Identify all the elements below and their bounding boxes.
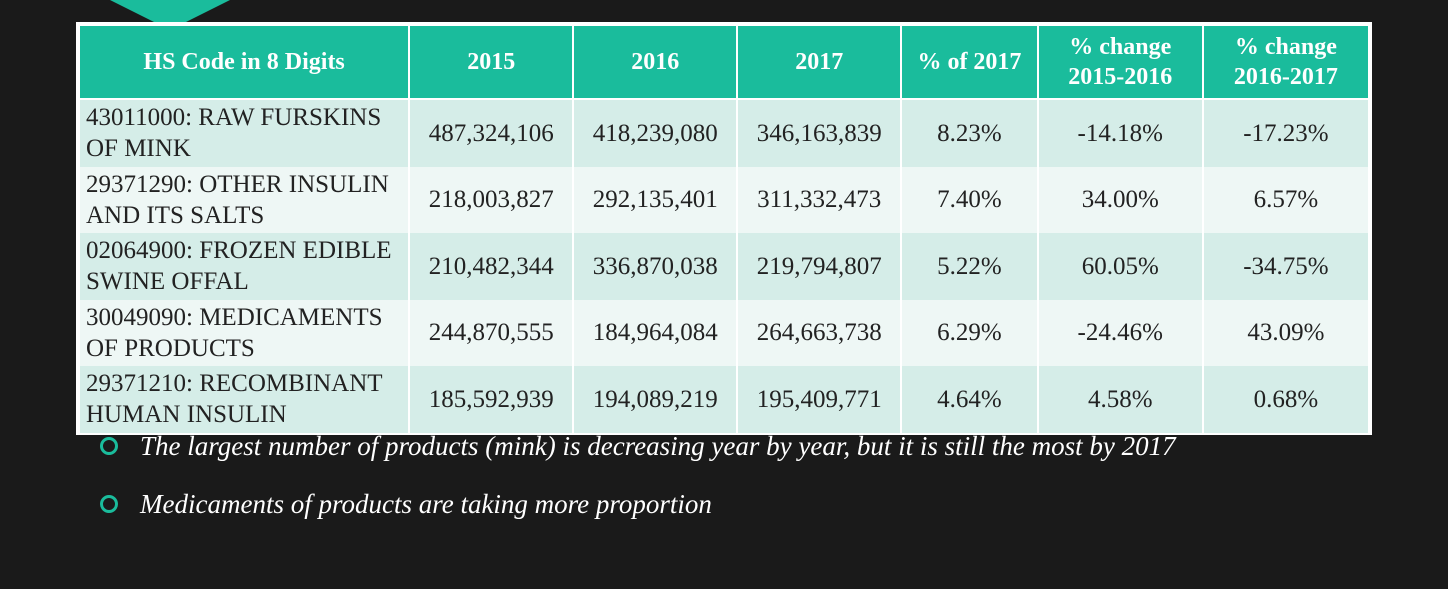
- cell-pct: 4.64%: [901, 366, 1037, 433]
- cell-pct: 6.29%: [901, 300, 1037, 367]
- col-header-2017: 2017: [737, 25, 901, 99]
- cell-pct: 5.22%: [901, 233, 1037, 300]
- table-row: 29371210: RECOMBINANT HUMAN INSULIN 185,…: [79, 366, 1369, 433]
- col-header-chg2: % change 2016-2017: [1203, 25, 1369, 99]
- bullet-circle-icon: [100, 495, 118, 513]
- table-row: 30049090: MEDICAMENTS OF PRODUCTS 244,87…: [79, 300, 1369, 367]
- hs-code-table: HS Code in 8 Digits 2015 2016 2017 % of …: [78, 24, 1370, 433]
- cell-pct: 7.40%: [901, 167, 1037, 234]
- cell-2015: 210,482,344: [409, 233, 573, 300]
- cell-2015: 487,324,106: [409, 99, 573, 167]
- table-row: 29371290: OTHER INSULIN AND ITS SALTS 21…: [79, 167, 1369, 234]
- cell-chg1: 4.58%: [1038, 366, 1203, 433]
- cell-2016: 418,239,080: [573, 99, 737, 167]
- cell-2017: 346,163,839: [737, 99, 901, 167]
- col-header-hs: HS Code in 8 Digits: [79, 25, 409, 99]
- cell-2015: 185,592,939: [409, 366, 573, 433]
- cell-2017: 195,409,771: [737, 366, 901, 433]
- cell-chg2: -34.75%: [1203, 233, 1369, 300]
- bullet-text: Medicaments of products are taking more …: [140, 486, 1360, 522]
- list-item: Medicaments of products are taking more …: [100, 486, 1360, 522]
- list-item: The largest number of products (mink) is…: [100, 428, 1360, 464]
- cell-hs: 29371290: OTHER INSULIN AND ITS SALTS: [79, 167, 409, 234]
- bullet-circle-icon: [100, 437, 118, 455]
- cell-2015: 218,003,827: [409, 167, 573, 234]
- cell-hs: 30049090: MEDICAMENTS OF PRODUCTS: [79, 300, 409, 367]
- cell-chg1: -14.18%: [1038, 99, 1203, 167]
- cell-chg2: -17.23%: [1203, 99, 1369, 167]
- cell-chg2: 6.57%: [1203, 167, 1369, 234]
- bullet-list: The largest number of products (mink) is…: [100, 428, 1360, 545]
- col-header-pct: % of 2017: [901, 25, 1037, 99]
- cell-chg2: 0.68%: [1203, 366, 1369, 433]
- col-header-chg1: % change 2015-2016: [1038, 25, 1203, 99]
- bullet-text: The largest number of products (mink) is…: [140, 428, 1360, 464]
- col-header-2016: 2016: [573, 25, 737, 99]
- cell-2015: 244,870,555: [409, 300, 573, 367]
- cell-chg1: 60.05%: [1038, 233, 1203, 300]
- data-table-container: HS Code in 8 Digits 2015 2016 2017 % of …: [76, 22, 1372, 435]
- cell-2016: 184,964,084: [573, 300, 737, 367]
- cell-chg1: 34.00%: [1038, 167, 1203, 234]
- col-header-2015: 2015: [409, 25, 573, 99]
- cell-hs: 43011000: RAW FURSKINS OF MINK: [79, 99, 409, 167]
- cell-hs: 29371210: RECOMBINANT HUMAN INSULIN: [79, 366, 409, 433]
- cell-chg1: -24.46%: [1038, 300, 1203, 367]
- cell-pct: 8.23%: [901, 99, 1037, 167]
- cell-hs: 02064900: FROZEN EDIBLE SWINE OFFAL: [79, 233, 409, 300]
- cell-2016: 194,089,219: [573, 366, 737, 433]
- cell-2017: 311,332,473: [737, 167, 901, 234]
- table-row: 43011000: RAW FURSKINS OF MINK 487,324,1…: [79, 99, 1369, 167]
- cell-2016: 292,135,401: [573, 167, 737, 234]
- cell-2017: 219,794,807: [737, 233, 901, 300]
- table-row: 02064900: FROZEN EDIBLE SWINE OFFAL 210,…: [79, 233, 1369, 300]
- table-header-row: HS Code in 8 Digits 2015 2016 2017 % of …: [79, 25, 1369, 99]
- cell-2016: 336,870,038: [573, 233, 737, 300]
- cell-2017: 264,663,738: [737, 300, 901, 367]
- cell-chg2: 43.09%: [1203, 300, 1369, 367]
